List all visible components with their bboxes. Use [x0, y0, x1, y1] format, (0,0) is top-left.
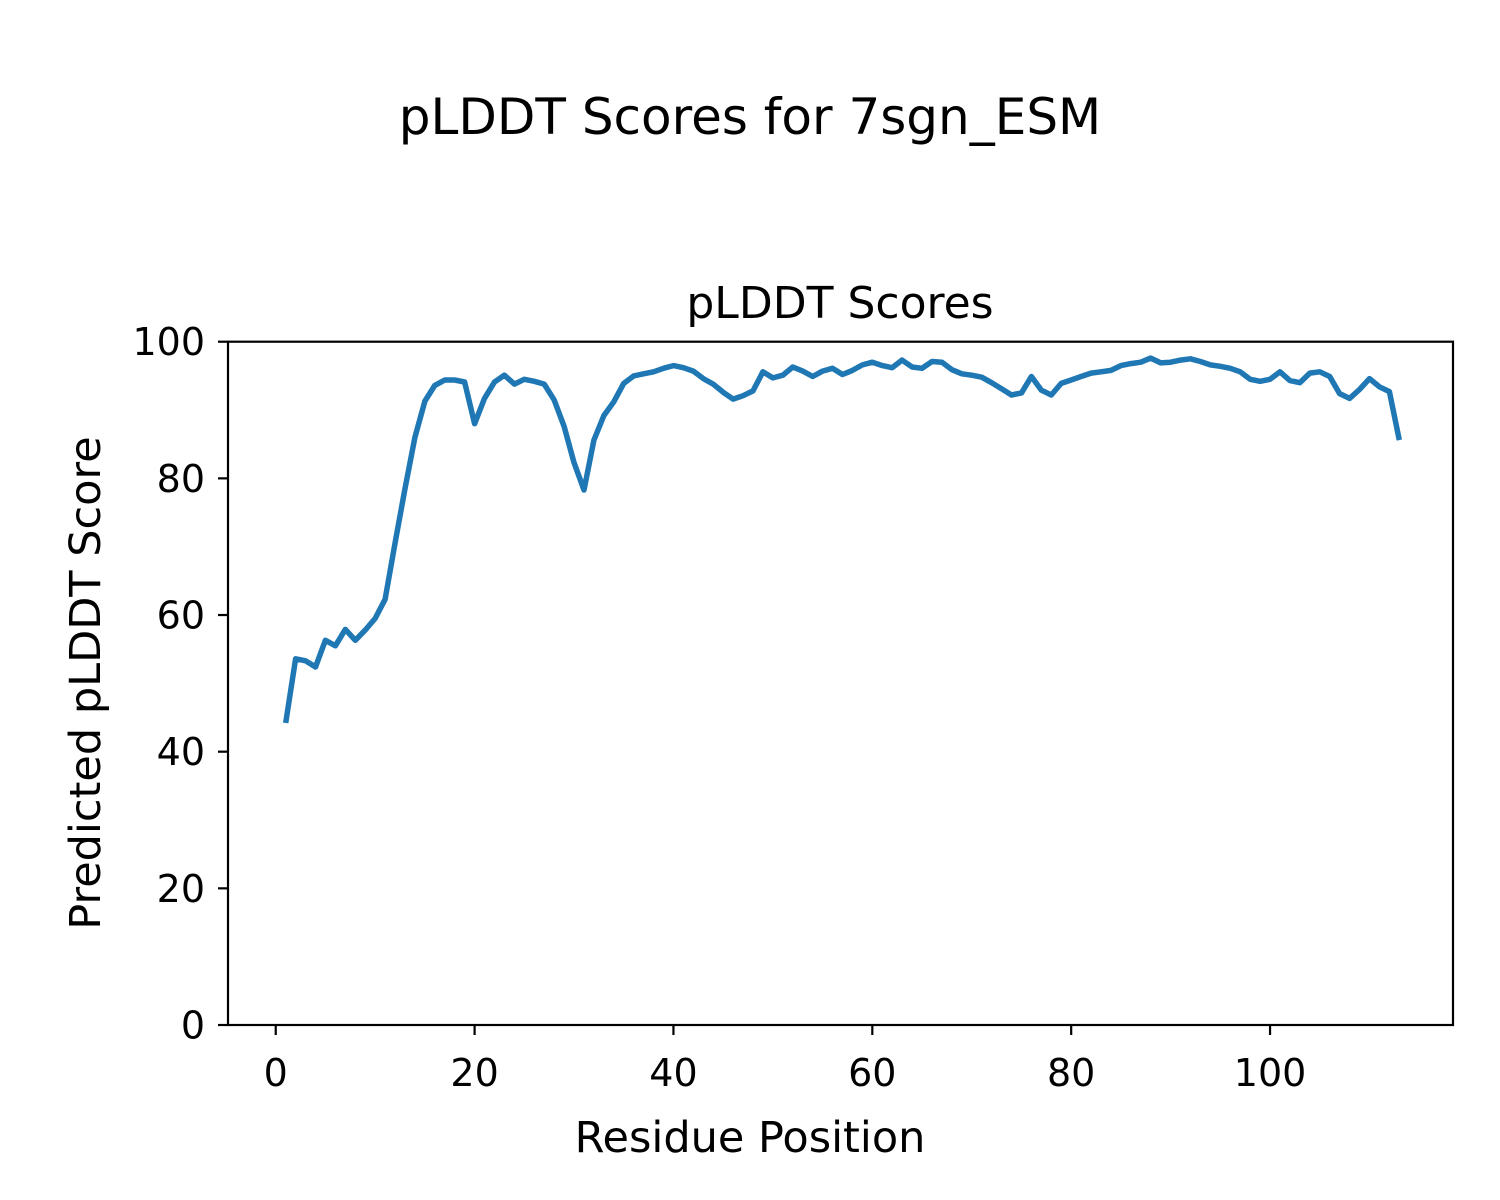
- y-axis-label: Predicted pLDDT Score: [61, 436, 111, 929]
- plot-area-border: [226, 340, 1455, 1027]
- plddt-line: [282, 355, 1402, 724]
- y-axis-ticks: 0 20 40 60 80 100: [132, 320, 228, 1048]
- y-tick-label: 80: [157, 457, 205, 501]
- data-series: [282, 355, 1402, 724]
- x-tick-label: 40: [649, 1051, 697, 1095]
- y-tick-label: 100: [132, 320, 205, 364]
- x-tick-label: 0: [264, 1051, 288, 1095]
- x-axis-ticks: 0 20 40 60 80 100: [264, 1025, 1307, 1095]
- figure-suptitle: pLDDT Scores for 7sgn_ESM: [399, 88, 1101, 146]
- axes-title: pLDDT Scores: [686, 278, 993, 329]
- y-tick-label: 60: [157, 594, 205, 638]
- x-tick-label: 20: [450, 1051, 498, 1095]
- x-axis-label: Residue Position: [575, 1113, 926, 1163]
- x-tick-label: 60: [848, 1051, 896, 1095]
- y-tick-label: 40: [157, 730, 205, 774]
- x-tick-label: 80: [1047, 1051, 1095, 1095]
- x-tick-label: 100: [1234, 1051, 1307, 1095]
- y-tick-label: 0: [181, 1004, 205, 1048]
- y-tick-label: 20: [157, 867, 205, 911]
